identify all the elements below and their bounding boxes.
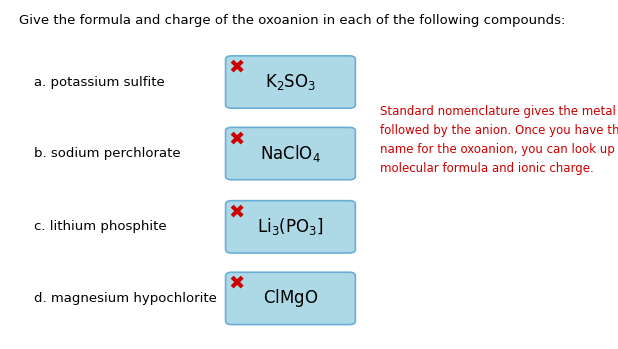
- Text: ✖: ✖: [229, 58, 245, 76]
- Text: Standard nomenclature gives the metal
followed by the anion. Once you have the
n: Standard nomenclature gives the metal fo…: [380, 105, 618, 174]
- Text: $\mathregular{ClMgO}$: $\mathregular{ClMgO}$: [263, 287, 318, 310]
- Text: d. magnesium hypochlorite: d. magnesium hypochlorite: [34, 292, 217, 305]
- Text: ✖: ✖: [229, 274, 245, 293]
- Text: ✖: ✖: [229, 129, 245, 148]
- Text: a. potassium sulfite: a. potassium sulfite: [34, 75, 165, 89]
- Text: $\mathregular{NaClO_4}$: $\mathregular{NaClO_4}$: [260, 143, 321, 164]
- Text: Give the formula and charge of the oxoanion in each of the following compounds:: Give the formula and charge of the oxoan…: [19, 14, 565, 27]
- FancyBboxPatch shape: [226, 272, 355, 325]
- Text: c. lithium phosphite: c. lithium phosphite: [34, 220, 167, 233]
- Text: $\mathregular{K_2SO_3}$: $\mathregular{K_2SO_3}$: [265, 72, 316, 92]
- Text: b. sodium perchlorate: b. sodium perchlorate: [34, 147, 180, 160]
- Text: ✖: ✖: [229, 202, 245, 221]
- FancyBboxPatch shape: [226, 56, 355, 108]
- FancyBboxPatch shape: [226, 127, 355, 180]
- Text: $\mathregular{Li_3(PO_3]}$: $\mathregular{Li_3(PO_3]}$: [257, 216, 324, 237]
- FancyBboxPatch shape: [226, 201, 355, 253]
